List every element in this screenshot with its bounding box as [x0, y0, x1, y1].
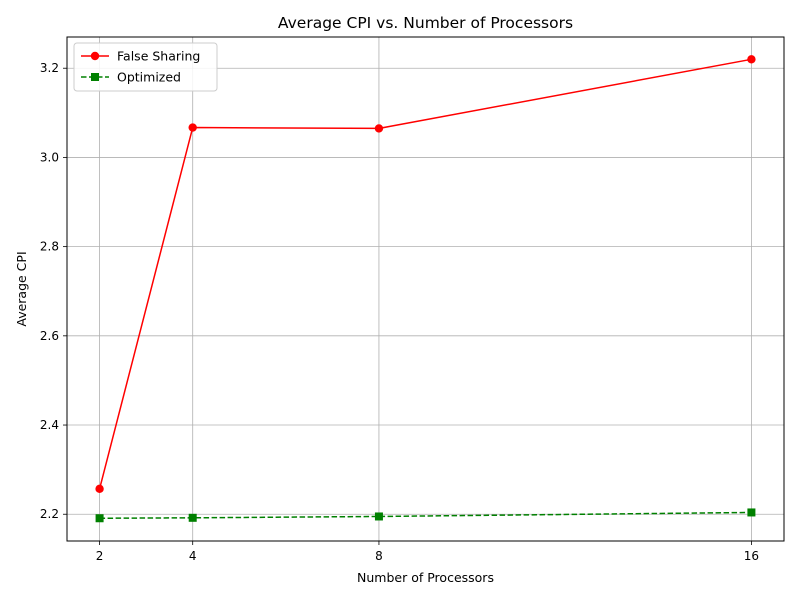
data-point: [747, 55, 756, 64]
y-axis-label: Average CPI: [14, 251, 29, 326]
chart-title: Average CPI vs. Number of Processors: [278, 14, 573, 32]
grid: [67, 37, 784, 541]
data-point: [188, 513, 197, 522]
x-tick-label: 8: [375, 549, 383, 563]
series-line: [98, 58, 752, 490]
legend-box: [73, 42, 218, 92]
x-axis: 2 4 8 16: [96, 541, 759, 563]
x-tick-label: 16: [744, 549, 759, 563]
y-tick-label: 3.2: [40, 61, 59, 75]
data-point: [374, 124, 384, 133]
legend-marker: [90, 51, 100, 61]
legend: False Sharing Optimized: [73, 42, 218, 92]
x-tick-label: 4: [189, 549, 197, 563]
y-tick-label: 2.4: [40, 418, 59, 432]
legend-marker: [91, 73, 99, 81]
data-point: [747, 508, 756, 517]
y-tick-label: 2.8: [40, 240, 59, 254]
data-point: [95, 484, 104, 494]
data-point: [95, 514, 104, 523]
series-layer: [95, 55, 756, 523]
series-line: [99, 511, 752, 520]
y-tick-label: 3.0: [40, 150, 59, 164]
data-point: [374, 512, 383, 521]
legend-label: Optimized: [117, 70, 181, 85]
plot-frame: [66, 36, 785, 542]
y-axis: 2.2 2.4 2.6 2.8 3.0 3.2: [40, 61, 67, 521]
x-tick-label: 2: [96, 549, 104, 563]
x-axis-label: Number of Processors: [357, 570, 494, 585]
y-tick-label: 2.2: [40, 507, 59, 521]
legend-label: False Sharing: [117, 49, 200, 64]
y-tick-label: 2.6: [40, 329, 59, 343]
data-point: [188, 123, 197, 132]
